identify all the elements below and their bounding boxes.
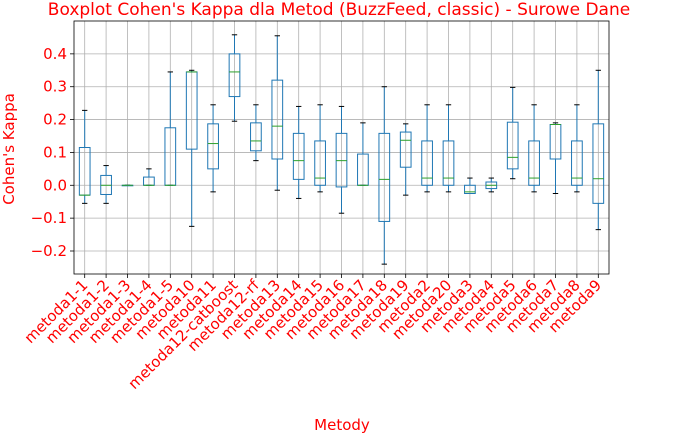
box-iqr: [592, 123, 605, 204]
axes: −0.2−0.10.00.10.20.30.4metoda1-1metoda1-…: [21, 20, 610, 393]
box-metoda10: [185, 69, 198, 227]
box-iqr: [378, 132, 391, 222]
x-axis-label: Metody: [314, 416, 370, 434]
box-iqr: [314, 140, 326, 186]
box-metoda13: [271, 35, 284, 191]
box-iqr: [528, 140, 540, 186]
box-metoda1-2: [100, 165, 112, 204]
box-metoda15: [314, 104, 326, 193]
box-metoda1-4: [143, 168, 155, 186]
box-iqr: [228, 53, 241, 98]
box-metoda8: [571, 104, 583, 193]
box-metoda4: [485, 177, 498, 193]
chart-title: Boxplot Cohen's Kappa dla Metod (BuzzFee…: [48, 0, 630, 20]
box-metoda16: [335, 105, 348, 214]
boxes: [78, 34, 605, 265]
box-metoda9: [592, 69, 605, 231]
box-metoda12-catboost: [228, 34, 241, 122]
box-metoda17: [357, 122, 369, 186]
box-metoda1-3: [121, 184, 134, 187]
y-tick-label: 0.0: [43, 176, 67, 194]
plot-frame: [73, 20, 610, 275]
y-tick-label: −0.1: [31, 209, 67, 227]
y-tick-label: 0.3: [43, 78, 67, 96]
box-metoda1-5: [164, 71, 177, 186]
box-iqr: [571, 140, 583, 186]
box-metoda19: [399, 123, 412, 196]
box-metoda2: [421, 104, 433, 193]
box-iqr: [421, 140, 433, 186]
box-iqr: [271, 79, 284, 160]
box-iqr: [506, 121, 519, 170]
box-iqr: [442, 140, 455, 186]
box-metoda3: [464, 177, 476, 195]
y-axis-label: Cohen's Kappa: [0, 93, 18, 205]
y-tick-label: 0.1: [43, 143, 67, 161]
box-metoda14: [292, 105, 305, 199]
grid-lines: [74, 21, 609, 274]
box-metoda7: [549, 122, 562, 194]
y-tick-label: 0.4: [43, 45, 67, 63]
box-metoda5: [506, 86, 519, 180]
y-tick-label: −0.2: [31, 242, 67, 260]
box-metoda12-rf: [250, 104, 262, 162]
box-iqr: [399, 131, 412, 168]
box-iqr: [250, 122, 262, 152]
box-metoda20: [442, 104, 455, 193]
box-metoda18: [378, 86, 391, 265]
y-tick-label: 0.2: [43, 111, 67, 129]
box-iqr: [464, 184, 476, 195]
box-metoda1-1: [78, 109, 91, 204]
box-iqr: [207, 123, 219, 170]
box-iqr: [292, 132, 305, 180]
box-metoda11: [207, 104, 219, 193]
box-metoda6: [528, 104, 540, 193]
